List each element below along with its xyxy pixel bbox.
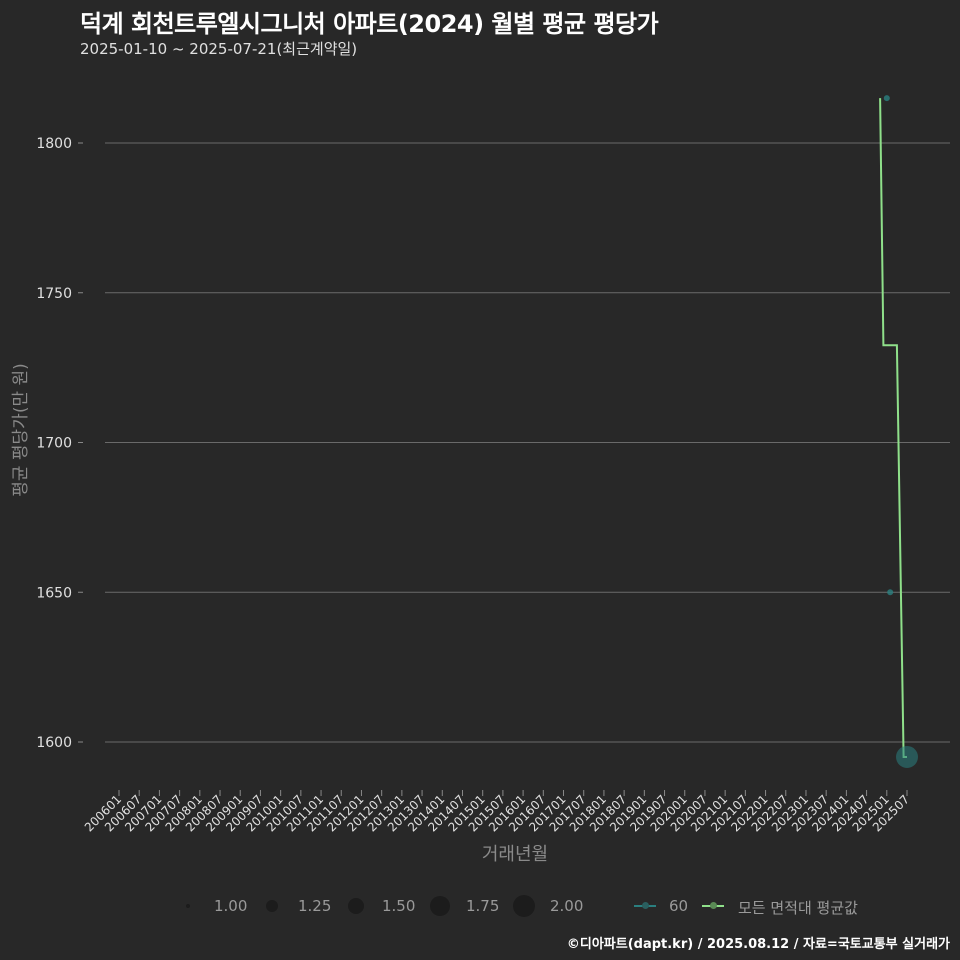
y-tick-label: 1700 (36, 436, 72, 452)
y-axis-label-wrap: 평균 평당가(만 원) (2, 363, 32, 497)
y-tick-label: 1600 (36, 735, 72, 751)
legend-size-dot (513, 895, 535, 917)
data-point-60 (896, 745, 918, 768)
legend-size-label: 1.50 (382, 897, 416, 915)
x-axis-label: 거래년월 (481, 844, 549, 865)
legend-line-key (702, 902, 724, 909)
footer-credit: ©디아파트(dapt.kr) / 2025.08.12 / 자료=국토교통부 실… (566, 937, 950, 952)
legend-size-dot (186, 904, 190, 908)
y-tick-label: 1750 (36, 286, 72, 302)
y-tick-label: 1800 (36, 136, 72, 152)
legend-size-label: 1.25 (298, 897, 332, 915)
legend-size-dot (266, 900, 278, 912)
chart-subtitle: 2025-01-10 ~ 2025-07-21(최근계약일) (80, 40, 358, 58)
legend-size-label: 2.00 (550, 897, 584, 915)
legend-size-dot (348, 898, 364, 914)
y-axis-label: 평균 평당가(만 원) (11, 363, 31, 497)
legend-color-label: 60 (669, 897, 689, 915)
legend-color-label: 모든 면적대 평균값 (738, 899, 858, 917)
legend-size-label: 1.75 (466, 897, 500, 915)
chart-title: 덕계 회천트루엘시그니처 아파트(2024) 월별 평균 평당가 (80, 10, 659, 38)
legend-line-key (634, 902, 656, 909)
legend-size-dot (430, 896, 450, 916)
legend-size-label: 1.00 (214, 897, 248, 915)
y-tick-label: 1650 (36, 585, 72, 601)
legend: 1.00 1.25 1.50 1.75 2.00 60 모든 면적대 평균값 (0, 894, 960, 920)
data-point-60 (883, 95, 890, 102)
data-point-60 (887, 589, 894, 596)
average-line (879, 98, 907, 758)
